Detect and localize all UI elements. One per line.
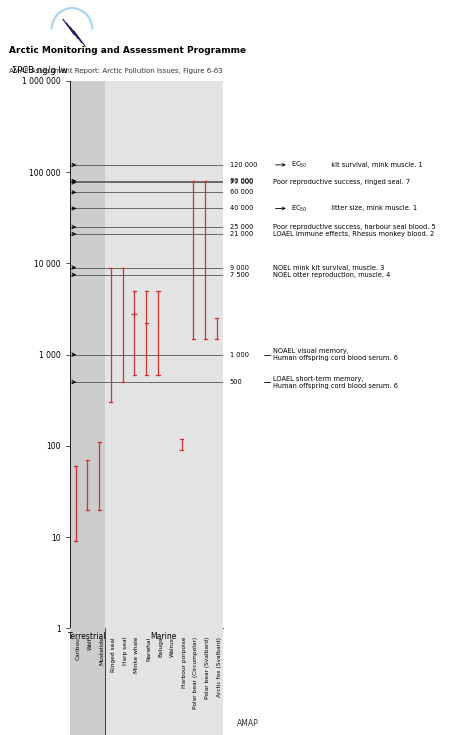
Text: 500: 500 (230, 379, 242, 385)
Text: 25 000: 25 000 (230, 224, 253, 230)
Text: 1 000: 1 000 (230, 351, 248, 358)
Text: Harp seal: Harp seal (123, 637, 128, 665)
Text: Caribou: Caribou (76, 637, 81, 660)
Text: ΣPCB ng/g lw: ΣPCB ng/g lw (12, 66, 67, 76)
Text: LOAEL short-term memory,
Human offspring cord blood serum. 6: LOAEL short-term memory, Human offspring… (273, 376, 398, 389)
Bar (105, 628, 223, 735)
Text: Poor reproductive success, ringed seal. 7: Poor reproductive success, ringed seal. … (273, 179, 410, 185)
Text: 40 000: 40 000 (230, 205, 253, 212)
Text: litter size, mink muscle. 1: litter size, mink muscle. 1 (327, 205, 418, 212)
Text: Terrestrial: Terrestrial (68, 631, 107, 641)
Text: 80 000: 80 000 (230, 178, 253, 184)
Bar (70, 628, 105, 735)
Text: 120 000: 120 000 (230, 162, 257, 168)
Text: kit survival, mink muscle. 1: kit survival, mink muscle. 1 (327, 162, 423, 168)
Text: EC$_{50}$: EC$_{50}$ (291, 204, 307, 214)
Bar (105, 81, 223, 628)
Text: Arctic Monitoring and Assessment Programme: Arctic Monitoring and Assessment Program… (9, 46, 246, 55)
Text: NOAEL visual memory,
Human offspring cord blood serum. 6: NOAEL visual memory, Human offspring cor… (273, 348, 398, 361)
Text: Wolf: Wolf (87, 637, 92, 650)
Text: AMAP: AMAP (237, 720, 258, 728)
Text: 21 000: 21 000 (230, 231, 253, 237)
Text: Marine: Marine (151, 631, 177, 641)
Text: LOAEL immune effects, Rhesus monkey blood. 2: LOAEL immune effects, Rhesus monkey bloo… (273, 231, 434, 237)
Text: Narwhal: Narwhal (146, 637, 151, 661)
Text: Mustelids: Mustelids (99, 637, 104, 665)
Text: Arctic fox (Svalbard): Arctic fox (Svalbard) (217, 637, 222, 697)
Text: NOEL otter reproduction, muscle. 4: NOEL otter reproduction, muscle. 4 (273, 272, 390, 278)
Text: Polar bear (Circumpolar): Polar bear (Circumpolar) (194, 637, 198, 709)
Text: Ringed seal: Ringed seal (111, 637, 116, 672)
Text: EC$_{50}$: EC$_{50}$ (291, 159, 307, 170)
Text: 9 000: 9 000 (230, 265, 248, 270)
Text: Walrus: Walrus (170, 637, 175, 657)
Bar (70, 81, 105, 628)
Text: Minke whale: Minke whale (135, 637, 140, 673)
Text: Harbour porpoise: Harbour porpoise (181, 637, 187, 689)
Text: Polar bear (Svalbard): Polar bear (Svalbard) (205, 637, 210, 699)
Text: 77 000: 77 000 (230, 179, 253, 185)
Text: NOEL mink kit survival, muscle. 3: NOEL mink kit survival, muscle. 3 (273, 265, 384, 270)
Text: Beluga: Beluga (158, 637, 163, 657)
Text: AMAP Assessment Report: Arctic Pollution Issues, Figure 6-63: AMAP Assessment Report: Arctic Pollution… (9, 68, 223, 74)
Text: 7 500: 7 500 (230, 272, 249, 278)
Text: Poor reproductive success, harbour seal blood. 5: Poor reproductive success, harbour seal … (273, 224, 436, 230)
Text: 60 000: 60 000 (230, 190, 253, 196)
